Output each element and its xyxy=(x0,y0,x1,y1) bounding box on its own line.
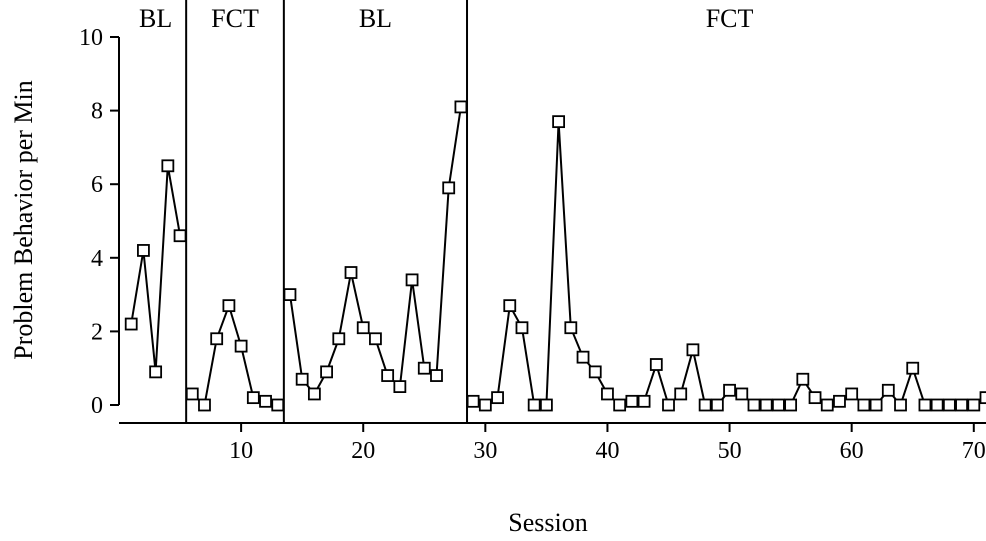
data-point xyxy=(869,398,883,412)
y-axis-title: Problem Behavior per Min xyxy=(9,80,38,359)
data-point xyxy=(344,266,358,279)
data-point xyxy=(955,398,968,412)
x-tick-label: 60 xyxy=(840,438,864,464)
data-point xyxy=(405,273,419,287)
data-point xyxy=(979,391,986,405)
data-point xyxy=(637,394,651,408)
series-line xyxy=(130,165,182,372)
data-point xyxy=(735,387,749,401)
data-point xyxy=(442,181,456,195)
data-point xyxy=(772,398,785,412)
data-point xyxy=(417,361,431,375)
data-point xyxy=(796,372,810,386)
data-point xyxy=(930,398,944,412)
data-point xyxy=(430,369,443,382)
data-point xyxy=(784,398,798,412)
data-point xyxy=(601,387,614,401)
data-point xyxy=(906,361,920,375)
data-point xyxy=(723,383,736,397)
data-point xyxy=(198,398,211,412)
data-point xyxy=(588,365,602,379)
data-series xyxy=(124,100,986,412)
data-point xyxy=(137,244,150,257)
data-point xyxy=(185,387,199,401)
data-point xyxy=(320,365,333,379)
data-point xyxy=(246,391,260,405)
x-tick-label: 70 xyxy=(962,438,986,464)
x-tick-label: 20 xyxy=(351,438,375,464)
data-point xyxy=(381,369,395,382)
data-point xyxy=(698,398,712,412)
x-tick-label: 10 xyxy=(229,438,253,464)
phase-change-lines xyxy=(185,0,469,423)
data-point xyxy=(491,391,504,405)
data-point xyxy=(967,398,981,412)
data-point xyxy=(222,299,236,313)
data-point xyxy=(710,398,724,412)
data-point xyxy=(234,339,248,353)
data-point xyxy=(747,398,761,412)
y-tick-label: 10 xyxy=(79,25,103,51)
data-point xyxy=(295,372,309,386)
data-point xyxy=(356,321,370,335)
data-point xyxy=(918,398,932,412)
y-tick-label: 2 xyxy=(91,319,103,345)
data-point xyxy=(881,383,895,397)
data-point xyxy=(674,387,688,401)
data-point xyxy=(124,317,138,331)
y-tick-label: 8 xyxy=(91,99,103,125)
data-point xyxy=(271,398,285,412)
y-tick-label: 0 xyxy=(91,393,103,419)
data-point xyxy=(527,398,541,412)
phase-label: BL xyxy=(359,4,392,33)
data-point xyxy=(576,350,590,364)
data-point xyxy=(613,398,627,412)
x-tick-label: 30 xyxy=(473,438,497,464)
phase-labels: BL FCT BL FCT xyxy=(139,4,754,33)
x-tick-label: 50 xyxy=(718,438,742,464)
data-point xyxy=(515,321,529,335)
data-point xyxy=(503,299,517,313)
data-point xyxy=(564,321,578,335)
data-point xyxy=(332,332,346,346)
data-point xyxy=(857,398,871,412)
data-point xyxy=(539,398,553,412)
data-point xyxy=(307,387,321,401)
data-point xyxy=(454,100,468,114)
data-point xyxy=(894,398,907,412)
x-axis-title: Session xyxy=(508,508,587,537)
data-point xyxy=(649,358,663,371)
y-tick-label: 6 xyxy=(91,172,103,198)
data-point xyxy=(466,394,480,408)
data-point xyxy=(662,398,675,412)
axes: 0 2 4 6 8 10 10 20 30 40 50 60 70 xyxy=(79,25,986,464)
x-tick-label: 40 xyxy=(595,438,619,464)
series-line xyxy=(191,302,278,407)
data-point xyxy=(393,380,407,394)
data-point xyxy=(478,398,492,412)
data-point xyxy=(283,288,297,302)
phase-label: FCT xyxy=(706,4,754,33)
data-point xyxy=(686,343,700,357)
data-point xyxy=(845,387,859,401)
data-point xyxy=(369,332,382,346)
data-point xyxy=(820,398,834,412)
phase-label: BL xyxy=(139,4,172,33)
data-point xyxy=(161,159,175,173)
data-point xyxy=(833,394,846,408)
data-point xyxy=(759,398,773,412)
y-tick-label: 4 xyxy=(91,246,103,272)
data-point xyxy=(942,398,956,412)
series-line xyxy=(289,106,462,396)
data-point xyxy=(552,115,566,129)
data-point xyxy=(808,391,822,405)
data-point xyxy=(149,365,163,379)
data-point xyxy=(210,332,224,346)
data-point xyxy=(173,229,187,243)
phase-label: FCT xyxy=(211,4,259,33)
data-point xyxy=(259,394,272,408)
data-point xyxy=(625,394,639,408)
